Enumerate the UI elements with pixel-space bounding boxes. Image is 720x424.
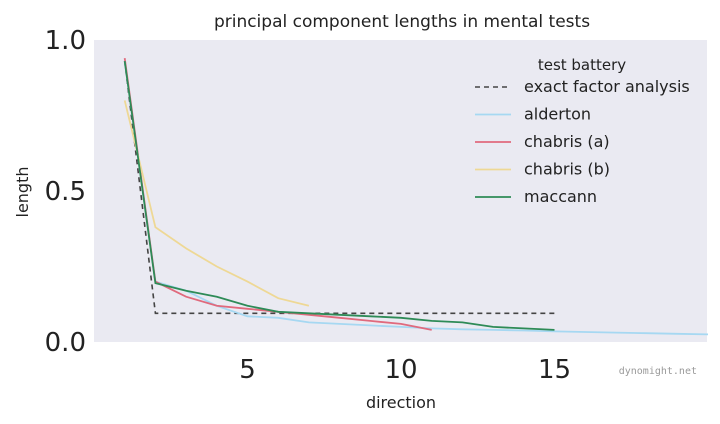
y-axis-label: length [13,167,32,218]
tick-layer: 5 10 15 0.0 0.5 1.0 [45,26,571,385]
y-tick-label: 1.0 [45,26,86,56]
series-layer [123,57,709,336]
chart-title: principal component lengths in mental te… [214,12,590,32]
x-tick-label: 10 [384,355,417,385]
legend-label-3: chabris (b) [524,160,610,179]
legend-title: test battery [538,56,626,74]
legend-label-4: maccann [524,187,597,206]
x-tick-label: 5 [239,355,256,385]
y-tick-label: 0.5 [45,177,86,207]
legend: test battery exact factor analysis aldert… [475,56,690,206]
plot-area [94,40,707,342]
legend-label-2: chabris (a) [524,132,610,151]
series-line-4 [123,60,555,331]
series-line-3 [123,100,310,307]
y-tick-label: 0.0 [45,328,86,358]
watermark: dynomight.net [619,366,697,377]
legend-label-0: exact factor analysis [524,77,690,96]
x-axis-label: direction [366,393,436,412]
x-tick-label: 15 [538,355,571,385]
legend-label-1: alderton [524,105,591,124]
